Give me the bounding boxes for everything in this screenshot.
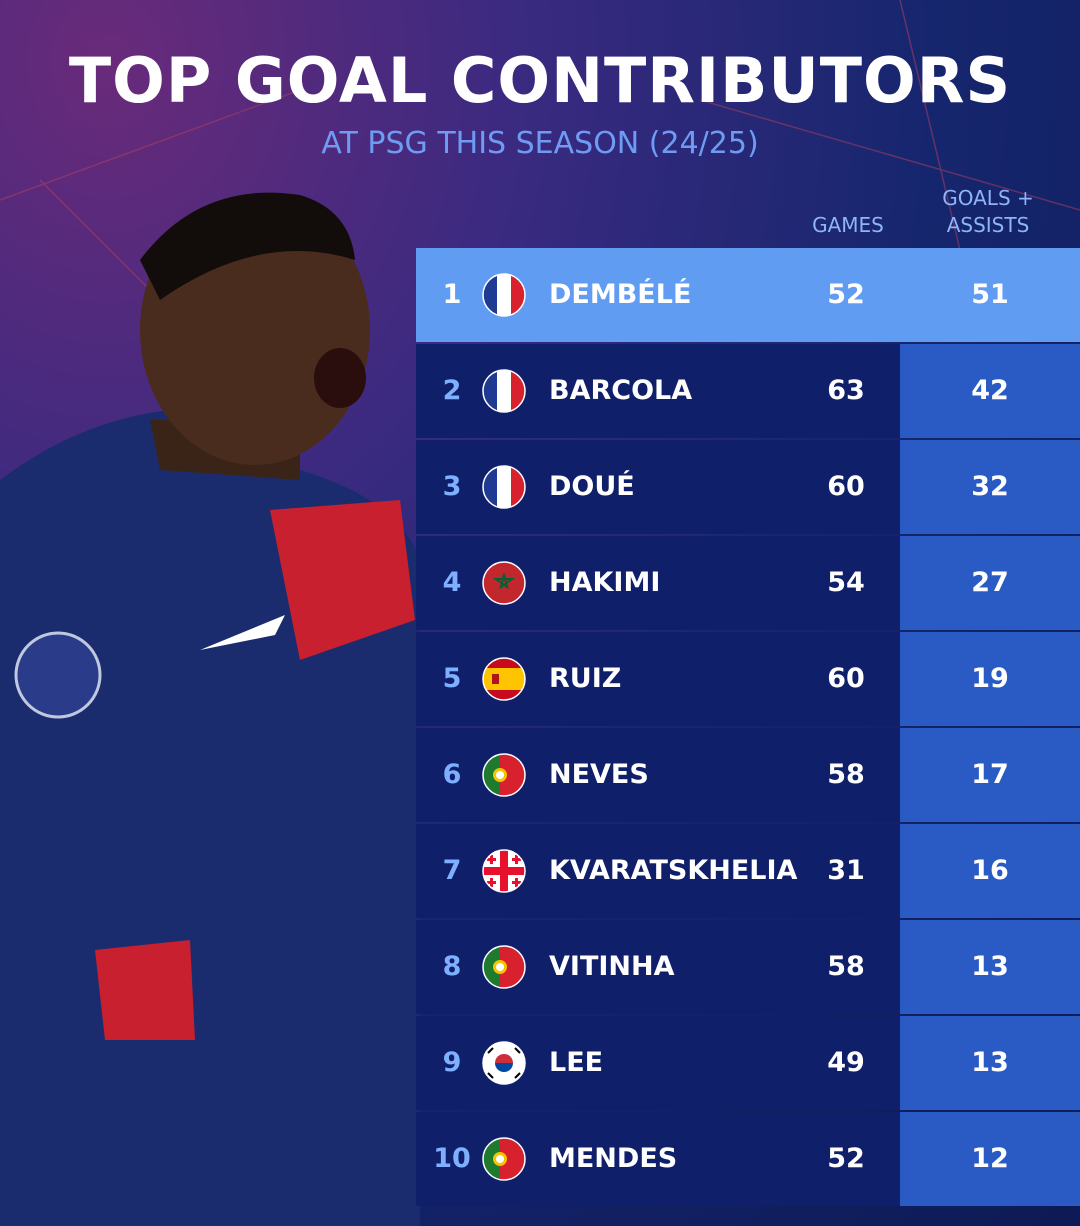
flag-icon — [482, 849, 526, 893]
games-count: 63 — [827, 375, 865, 406]
highlight-column — [900, 728, 1080, 822]
games-count: 31 — [827, 855, 865, 886]
flag-icon — [482, 753, 526, 797]
goal-contributions: 13 — [971, 951, 1009, 982]
player-silhouette — [0, 192, 420, 1226]
player-name: MENDES — [549, 1143, 678, 1174]
rank: 5 — [442, 663, 462, 694]
table-row: 7 KVARATSKHELIA 31 16 — [416, 824, 1080, 918]
flag-icon — [482, 273, 526, 317]
goal-contributions: 17 — [971, 759, 1009, 790]
player-name: KVARATSKHELIA — [549, 855, 798, 886]
column-header: GOALS + ASSISTS — [942, 186, 1034, 237]
title: TOP GOAL CONTRIBUTORS — [68, 44, 1012, 117]
table-row: 10 MENDES 52 12 — [416, 1112, 1080, 1206]
table-row: 2 BARCOLA 63 42 — [416, 344, 1080, 438]
table-row: 1 DEMBÉLÉ 52 51 — [416, 248, 1080, 342]
subtitle: AT PSG THIS SEASON (24/25) — [321, 126, 759, 161]
table-row: 6 NEVES 58 17 — [416, 728, 1080, 822]
rank: 2 — [442, 375, 462, 406]
highlight-column — [900, 1016, 1080, 1110]
player-name: LEE — [549, 1047, 604, 1078]
rank: 7 — [442, 855, 462, 886]
highlight-column — [900, 440, 1080, 534]
goal-contributions: 16 — [971, 855, 1009, 886]
table-row: 3 DOUÉ 60 32 — [416, 440, 1080, 534]
goal-contributions: 42 — [971, 375, 1009, 406]
games-count: 58 — [827, 951, 865, 982]
player-name: DEMBÉLÉ — [549, 279, 692, 310]
flag-icon — [482, 945, 526, 989]
highlight-column — [900, 536, 1080, 630]
flag-icon — [482, 1041, 526, 1085]
player-name: VITINHA — [549, 951, 675, 982]
goal-contributions: 32 — [971, 471, 1009, 502]
player-name: HAKIMI — [549, 567, 661, 598]
rank: 9 — [442, 1047, 462, 1078]
player-name: RUIZ — [549, 663, 622, 694]
games-count: 60 — [827, 471, 865, 502]
games-count: 49 — [827, 1047, 865, 1078]
rank: 3 — [442, 471, 462, 502]
player-name: NEVES — [549, 759, 649, 790]
rank: 1 — [442, 279, 462, 310]
flag-icon — [482, 465, 526, 509]
goal-contributions: 19 — [971, 663, 1009, 694]
highlight-column — [900, 824, 1080, 918]
highlight-column — [900, 632, 1080, 726]
rank: 10 — [433, 1143, 471, 1174]
flag-icon — [482, 657, 526, 701]
games-count: 52 — [827, 279, 865, 310]
player-name: DOUÉ — [549, 471, 635, 502]
highlight-column — [900, 1112, 1080, 1206]
rank: 6 — [442, 759, 462, 790]
table-row: 5 RUIZ 60 19 — [416, 632, 1080, 726]
games-count: 54 — [827, 567, 865, 598]
player-name: BARCOLA — [549, 375, 693, 406]
table-row: 9 LEE 49 13 — [416, 1016, 1080, 1110]
goal-contributions: 12 — [971, 1143, 1009, 1174]
table-row: 4 HAKIMI 54 27 — [416, 536, 1080, 630]
games-count: 58 — [827, 759, 865, 790]
rank: 8 — [442, 951, 462, 982]
column-header: GAMES — [812, 213, 884, 237]
goal-contributions: 13 — [971, 1047, 1009, 1078]
table-row: 8 VITINHA 58 13 — [416, 920, 1080, 1014]
highlight-column — [900, 248, 1080, 342]
games-count: 60 — [827, 663, 865, 694]
flag-icon — [482, 561, 526, 605]
goal-contributions: 51 — [971, 279, 1009, 310]
highlight-column — [900, 344, 1080, 438]
flag-icon — [482, 1137, 526, 1181]
highlight-column — [900, 920, 1080, 1014]
rank: 4 — [442, 567, 462, 598]
games-count: 52 — [827, 1143, 865, 1174]
goal-contributions: 27 — [971, 567, 1009, 598]
flag-icon — [482, 369, 526, 413]
